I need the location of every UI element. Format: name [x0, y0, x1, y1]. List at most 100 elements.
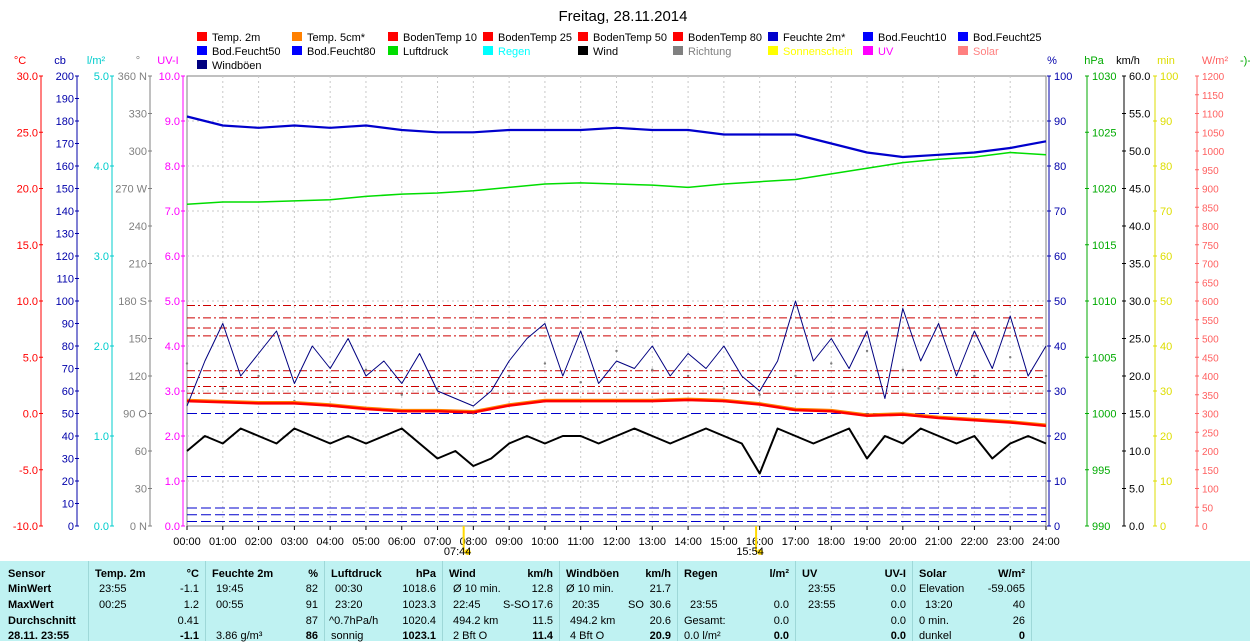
richtung-point	[1009, 356, 1012, 359]
tick-label: 5.0	[23, 352, 38, 364]
tick-label: 1100	[1202, 110, 1224, 121]
tick-label: 20	[62, 476, 74, 488]
tick-label: 700	[1202, 260, 1219, 271]
tick-label: 6.0	[165, 251, 180, 263]
uv-unit: UV-I	[884, 568, 906, 580]
tick-label: 1025	[1092, 127, 1116, 139]
tick-label: 1.0	[165, 476, 180, 488]
x-tick-label: 23:00	[996, 536, 1024, 548]
tick-label: 1000	[1092, 409, 1116, 421]
col-solar: Solar W/m² Elevation -59.065 13:20 40 0 …	[913, 561, 1031, 642]
tick-label: 250	[1202, 428, 1219, 439]
series-windb-en	[186, 300, 1047, 407]
tick-label: 0 N	[130, 521, 147, 533]
tick-label: 2.0	[165, 431, 180, 443]
col-temp: Temp. 2m °C 23:55 -1.1 00:25 1.2 0.41 -1…	[89, 561, 205, 642]
chart-legend: Temp. 2m Temp. 5cm* BodenTemp 10 BodenTemp …	[197, 32, 1042, 72]
series-temp-2m	[186, 398, 1047, 428]
legend-label: Bod.Feucht80	[307, 46, 376, 58]
tick-label: 3.0	[94, 251, 109, 263]
tick-label: 600	[1202, 297, 1219, 308]
tick-label: 850	[1202, 203, 1219, 214]
legend-label: Regen	[498, 46, 530, 58]
richtung-point	[686, 374, 690, 378]
richtung-point	[901, 368, 905, 371]
tick-label: 40	[1160, 341, 1172, 353]
x-tick-label: 22:00	[961, 536, 989, 548]
tick-label: 0	[1160, 521, 1166, 533]
legend-label: Temp. 2m	[212, 32, 260, 44]
axis-unit: l/m²	[87, 55, 106, 67]
wind-avg10-label: Ø 10 min.	[453, 583, 501, 595]
richtung-point	[579, 381, 582, 384]
temp-min: -1.1	[180, 583, 199, 595]
solar-elevation: -59.065	[987, 583, 1025, 595]
luftdruck-unit: hPa	[415, 568, 436, 580]
legend-label: UV	[878, 46, 894, 58]
tick-label: 2.0	[94, 341, 109, 353]
tick-label: 80	[62, 341, 74, 353]
legend-label: Bod.Feucht25	[973, 32, 1042, 44]
tick-label: 1015	[1092, 240, 1116, 252]
solar-current: 0	[1018, 630, 1025, 642]
feuchte-max-time: 00:55	[216, 599, 244, 611]
boeen-unit: km/h	[645, 568, 671, 580]
solar-max-time: 13:20	[925, 599, 953, 611]
tick-label: 240	[129, 221, 147, 233]
x-tick-label: 02:00	[245, 536, 273, 548]
tick-label: 4.0	[94, 161, 109, 173]
uv-min: 0.0	[890, 583, 906, 595]
axis-unit: W/m²	[1202, 55, 1229, 67]
legend-swatch	[292, 32, 302, 41]
tick-label: 40	[1054, 341, 1066, 353]
axis-unit: °	[136, 55, 140, 67]
legend-swatch	[768, 46, 778, 55]
legend-swatch	[673, 32, 683, 41]
legend-label: BodenTemp 80	[688, 32, 762, 44]
richtung-point	[507, 374, 511, 378]
x-tick-label: 12:00	[603, 536, 631, 548]
tick-label: 7.0	[165, 206, 180, 218]
tick-label: 190	[56, 94, 74, 106]
legend-label: Feuchte 2m*	[783, 32, 846, 44]
tick-label: 160	[56, 161, 74, 173]
tick-label: 300	[1202, 410, 1219, 421]
tick-label: 15.0	[1129, 409, 1150, 421]
x-tick-label: 03:00	[281, 536, 309, 548]
tick-label: 450	[1202, 353, 1219, 364]
legend-label: Wind	[593, 46, 618, 58]
tick-label: 30	[1054, 386, 1066, 398]
feuchte-min-time: 19:45	[216, 583, 244, 595]
tick-label: 30.0	[17, 71, 38, 83]
x-tick-label: 17:00	[782, 536, 810, 548]
series-feuchte-2m-	[186, 115, 1047, 159]
tick-label: 0.0	[165, 521, 180, 533]
wind-header: Wind	[449, 568, 476, 580]
legend-swatch	[388, 32, 398, 41]
tick-label: 9.0	[165, 116, 180, 128]
feuchte-avg: 87	[305, 615, 318, 627]
x-tick-label: 16:00	[746, 536, 774, 548]
legend-swatch	[483, 32, 493, 41]
tick-label: 70	[1054, 206, 1066, 218]
feuchte-header: Feuchte 2m	[212, 568, 274, 580]
tick-label: 1.0	[94, 431, 109, 443]
sun-marker-label: 07:44	[444, 546, 472, 558]
legend-swatch	[578, 46, 588, 55]
tick-label: 995	[1092, 465, 1110, 477]
tick-label: 1020	[1092, 184, 1116, 196]
regen-total-label: Gesamt:	[684, 615, 726, 627]
tick-label: 35.0	[1129, 259, 1150, 271]
tick-label: 750	[1202, 241, 1219, 252]
legend-swatch	[197, 46, 207, 55]
tick-label: 25.0	[17, 127, 38, 139]
wind-avg10: 12.8	[531, 583, 553, 595]
legend-label: Temp. 5cm*	[307, 32, 366, 44]
sun-icon	[464, 549, 471, 555]
tick-label: 5.0	[94, 71, 109, 83]
boeen-current: 20.9	[649, 630, 671, 642]
x-tick-label: 06:00	[388, 536, 416, 548]
tick-label: 10	[1160, 476, 1172, 488]
solar-header: Solar	[919, 568, 947, 580]
col-uv: UV UV-I 23:55 0.0 23:55 0.0 0.0 0.0	[796, 561, 912, 642]
